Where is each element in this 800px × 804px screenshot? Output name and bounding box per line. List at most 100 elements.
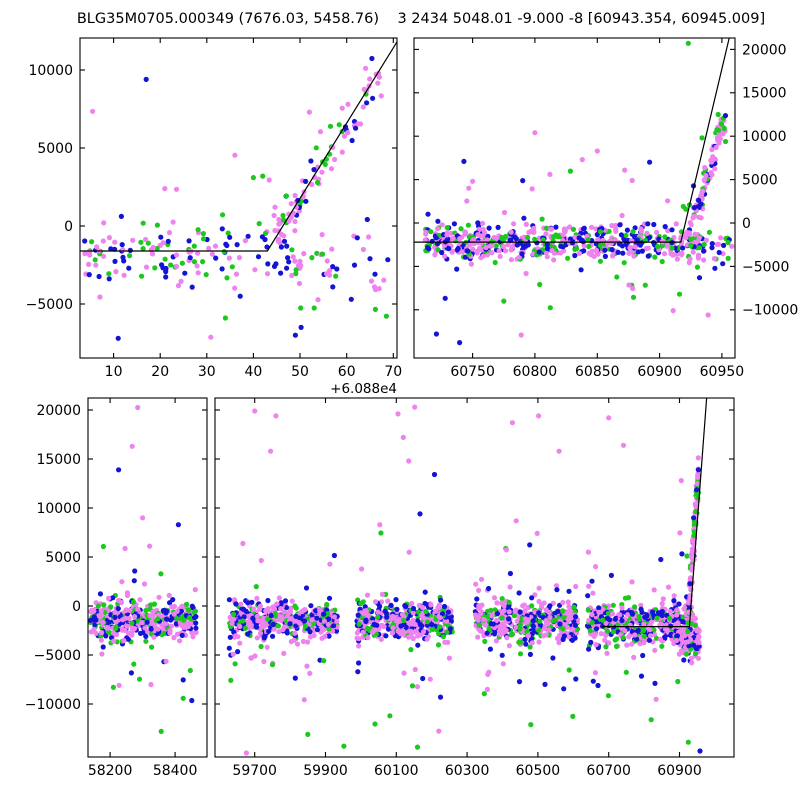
data-point (532, 130, 538, 136)
data-point (128, 670, 134, 676)
data-point (435, 226, 441, 232)
data-point (607, 617, 613, 623)
data-point (688, 655, 695, 661)
data-point (464, 198, 470, 204)
data-point (372, 271, 378, 277)
plot-title: BLG35M0705.000349 (7676.03, 5458.76) 3 2… (77, 11, 765, 27)
data-point (478, 240, 484, 246)
data-point (302, 623, 308, 629)
data-point (722, 113, 729, 119)
data-point (367, 256, 373, 262)
data-point (482, 638, 488, 645)
data-point (625, 612, 631, 618)
data-point (532, 236, 538, 242)
y-tick-label: 0 (742, 216, 751, 232)
data-point (451, 221, 457, 227)
data-point (400, 434, 406, 440)
data-point (163, 610, 169, 616)
data-point (292, 332, 298, 338)
data-point (321, 626, 327, 633)
y-tick-label: 15000 (742, 86, 787, 102)
data-point (345, 101, 351, 107)
data-point (187, 667, 193, 674)
data-point (422, 589, 428, 595)
data-point (363, 91, 369, 97)
data-point (514, 618, 520, 624)
data-point (242, 238, 248, 244)
data-point (227, 634, 233, 640)
data-point (298, 324, 304, 330)
data-point (476, 226, 482, 232)
data-point (507, 584, 513, 590)
data-point (635, 249, 641, 255)
data-point (120, 627, 126, 633)
data-point (360, 104, 366, 110)
y-tick-label: −5000 (34, 648, 81, 664)
data-point (395, 628, 401, 634)
data-point (129, 626, 135, 632)
data-point (460, 249, 466, 255)
data-point (281, 217, 287, 223)
data-point (653, 635, 660, 641)
data-point (573, 614, 579, 620)
data-point (200, 236, 207, 242)
data-point (191, 610, 197, 616)
data-point (674, 637, 680, 644)
data-point (271, 212, 277, 219)
data-point (237, 293, 243, 299)
data-point (365, 635, 371, 641)
data-point (717, 136, 723, 142)
data-point (271, 606, 278, 612)
data-point (477, 246, 483, 252)
data-point (677, 251, 683, 257)
data-point (679, 551, 685, 557)
data-point (322, 161, 328, 167)
data-point (113, 269, 119, 275)
data-point (373, 287, 379, 293)
data-point (416, 602, 422, 609)
data-point (110, 684, 116, 690)
data-point (493, 243, 499, 249)
data-point (705, 312, 711, 318)
data-point (256, 221, 262, 227)
data-point (189, 629, 195, 636)
data-point (429, 621, 435, 628)
data-point (527, 651, 534, 658)
data-point (305, 639, 311, 645)
panel-top-left-points (82, 55, 391, 341)
data-point (536, 598, 542, 605)
data-point (671, 598, 677, 604)
data-point (493, 618, 499, 624)
data-point (695, 455, 701, 461)
data-point (106, 271, 112, 277)
data-point (324, 601, 330, 608)
data-point (499, 234, 505, 240)
data-point (669, 227, 675, 233)
data-point (585, 549, 592, 555)
data-point (150, 609, 156, 615)
data-point (285, 255, 291, 261)
data-point (416, 609, 422, 615)
data-point (662, 626, 669, 632)
data-point (499, 596, 505, 602)
data-point (301, 251, 307, 257)
data-point (653, 696, 659, 702)
data-point (620, 635, 626, 641)
data-point (629, 177, 635, 184)
data-point (629, 579, 635, 585)
data-point (387, 713, 393, 719)
data-point (531, 228, 537, 234)
data-point (290, 254, 296, 260)
data-point (649, 619, 655, 625)
data-point (659, 243, 666, 249)
x-tick-label: 60 (338, 364, 356, 380)
data-point (689, 660, 695, 666)
data-point (286, 218, 292, 224)
data-point (470, 178, 476, 184)
data-point (317, 129, 324, 135)
data-point (240, 606, 246, 612)
data-point (619, 605, 625, 611)
data-point (655, 610, 662, 616)
data-point (224, 275, 230, 281)
